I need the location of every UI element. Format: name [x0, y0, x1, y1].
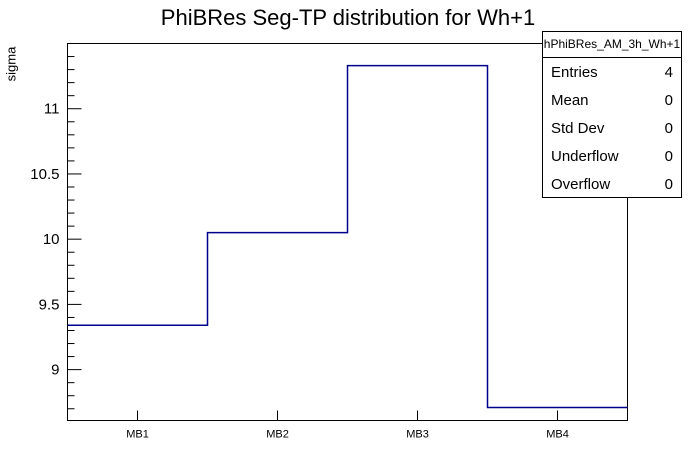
stat-label: Entries [551, 63, 598, 81]
y-tick-label: 10.5 [30, 166, 59, 183]
stats-row-stddev: Std Dev 0 [543, 114, 681, 142]
histogram-line [67, 64, 628, 409]
y-tick-label: 10 [43, 231, 60, 248]
stat-value: 0 [664, 91, 673, 109]
stat-value: 0 [664, 119, 673, 137]
plot-frame [67, 43, 628, 421]
chart-title: PhiBRes Seg-TP distribution for Wh+1 [160, 5, 536, 30]
stats-row-underflow: Underflow 0 [543, 142, 681, 170]
stat-label: Std Dev [551, 119, 605, 137]
x-tick-label: MB1 [126, 429, 149, 441]
stats-row-entries: Entries 4 [543, 58, 681, 86]
stats-box-body: Entries 4 Mean 0 Std Dev 0 Underflow 0 O… [542, 57, 682, 198]
x-tick-label: MB3 [406, 429, 429, 441]
stat-value: 4 [664, 63, 673, 81]
stat-label: Overflow [551, 175, 611, 193]
stats-box-title: hPhiBRes_AM_3h_Wh+1 [542, 31, 682, 58]
stat-value: 0 [664, 175, 673, 193]
stats-row-overflow: Overflow 0 [543, 170, 681, 198]
stat-label: Underflow [551, 147, 619, 165]
stats-box: hPhiBRes_AM_3h_Wh+1 Entries 4 Mean 0 Std… [542, 31, 682, 198]
stat-label: Mean [551, 91, 589, 109]
x-tick-label: MB2 [266, 429, 289, 441]
stats-row-mean: Mean 0 [543, 86, 681, 114]
y-tick-label: 9.5 [39, 296, 60, 313]
y-tick-label: 9 [51, 362, 59, 379]
y-tick-label: 11 [44, 101, 60, 118]
stat-value: 0 [664, 147, 673, 165]
x-tick-label: MB4 [546, 429, 569, 441]
